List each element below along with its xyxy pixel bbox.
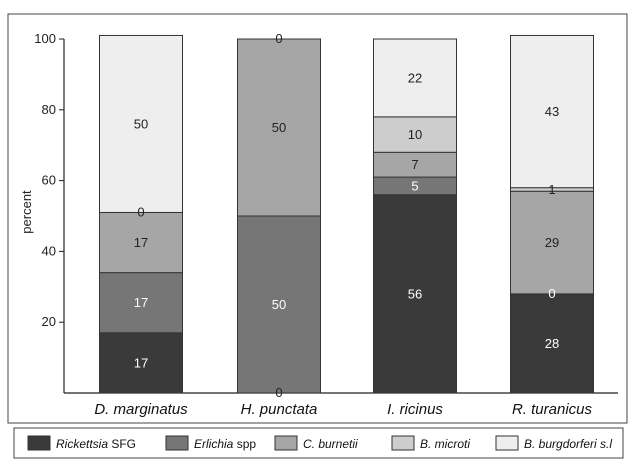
- data-label: 0: [137, 204, 144, 219]
- bar-segment-b-burgdorferi-s-l-d-marginatus: [99, 34, 183, 213]
- legend-label-b-burgdorferi-s-l: B. burgdorferi s.l: [524, 437, 612, 451]
- data-label: 10: [408, 127, 422, 142]
- legend-swatch-erlichia-spp: [165, 435, 189, 451]
- data-label: 17: [134, 355, 148, 370]
- x-category-label: D. marginatus: [94, 401, 188, 418]
- data-label: 43: [545, 104, 559, 119]
- plot-frame: [7, 13, 628, 424]
- bar-segment-b-microti-i-ricinus: [373, 116, 457, 153]
- x-category-label: R. turanicus: [512, 401, 593, 418]
- y-tick-label: 20: [42, 314, 56, 329]
- y-tick-label: 40: [42, 243, 56, 258]
- data-label: 29: [545, 235, 559, 250]
- y-tick-label: 60: [42, 173, 56, 188]
- legend-label-c-burnetii: C. burnetii: [303, 437, 358, 451]
- legend-box: [13, 427, 624, 459]
- data-label: 22: [408, 70, 422, 85]
- legend-swatch-rickettsia-sfg: [27, 435, 51, 451]
- bar-segment-rickettsia-sfg-r-turanicus: [510, 293, 594, 394]
- x-category-label: H. punctata: [241, 401, 318, 418]
- bar-segment-erlichia-spp-h-punctata: [237, 215, 321, 394]
- y-axis-title: percent: [19, 190, 34, 234]
- bar-segment-c-burnetii-h-punctata: [237, 38, 321, 217]
- data-label: 17: [134, 235, 148, 250]
- bar-segment-c-burnetii-r-turanicus: [510, 190, 594, 295]
- y-tick-label: 100: [34, 31, 56, 46]
- legend-label-b-microti: B. microti: [420, 437, 470, 451]
- data-label: 0: [275, 385, 282, 400]
- data-label: 17: [134, 295, 148, 310]
- bar-segment-c-burnetii-i-ricinus: [373, 151, 457, 178]
- bar-segment-b-burgdorferi-s-l-i-ricinus: [373, 38, 457, 118]
- bar-segment-b-burgdorferi-s-l-r-turanicus: [510, 34, 594, 189]
- bar-segment-rickettsia-sfg-i-ricinus: [373, 194, 457, 394]
- data-label: 56: [408, 286, 422, 301]
- data-label: 1: [548, 182, 555, 197]
- bar-segment-rickettsia-sfg-d-marginatus: [99, 332, 183, 394]
- data-label: 50: [272, 297, 286, 312]
- data-label: 50: [272, 120, 286, 135]
- bar-segment-c-burnetii-d-marginatus: [99, 211, 183, 274]
- bar-segment-erlichia-spp-d-marginatus: [99, 272, 183, 334]
- legend-swatch-c-burnetii: [274, 435, 298, 451]
- data-label: 0: [548, 286, 555, 301]
- y-tick-label: 80: [42, 102, 56, 117]
- legend-label-erlichia-spp: Erlichia spp: [194, 437, 256, 451]
- legend-swatch-b-microti: [391, 435, 415, 451]
- legend-label-rickettsia-sfg: Rickettsia SFG: [56, 437, 136, 451]
- data-label: 0: [275, 31, 282, 46]
- data-label: 28: [545, 336, 559, 351]
- data-label: 7: [411, 157, 418, 172]
- legend-swatch-b-burgdorferi-s-l: [495, 435, 519, 451]
- data-label: 50: [134, 116, 148, 131]
- x-category-label: I. ricinus: [387, 401, 443, 418]
- data-label: 5: [411, 178, 418, 193]
